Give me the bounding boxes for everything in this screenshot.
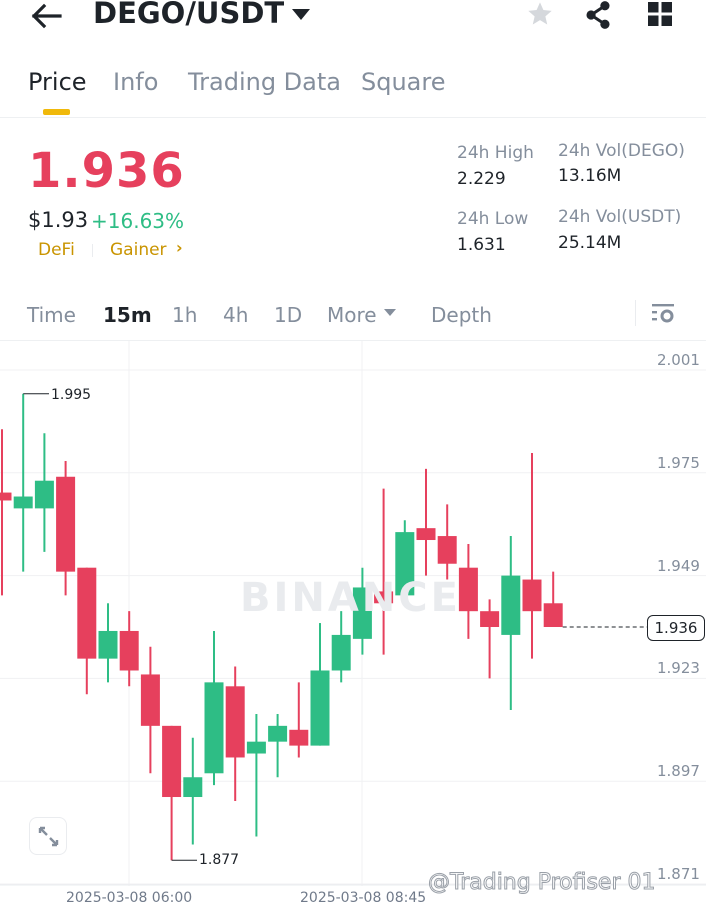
- tag-separator: [92, 244, 93, 257]
- interval-bar: Time 15m 1h 4h 1D More Depth: [0, 292, 706, 340]
- interval-1h[interactable]: 1h: [172, 303, 198, 327]
- vol-base-value: 13.16M: [558, 166, 622, 186]
- active-tab-indicator: [43, 109, 70, 115]
- chart-canvas[interactable]: [0, 341, 706, 886]
- y-axis-label: 1.975: [657, 453, 700, 472]
- grid-icon[interactable]: [648, 2, 672, 26]
- expand-button[interactable]: [29, 817, 67, 855]
- change-percent: +16.63%: [91, 209, 185, 233]
- low-label: 24h Low: [457, 209, 529, 229]
- interval-time[interactable]: Time: [27, 303, 76, 327]
- high-label: 24h High: [457, 143, 534, 163]
- caret-down-icon[interactable]: [292, 9, 310, 20]
- chevron-right-icon[interactable]: ›: [176, 238, 183, 257]
- candlestick-chart[interactable]: BINANCE 2.001 1.975 1.949 1.923 1.897 1.871 1…: [0, 341, 706, 886]
- interval-1d[interactable]: 1D: [274, 303, 303, 327]
- share-icon[interactable]: [584, 0, 612, 30]
- tab-trading-data[interactable]: Trading Data: [188, 68, 341, 96]
- interval-15m[interactable]: 15m: [103, 303, 152, 327]
- last-price-marker: 1.936: [647, 615, 705, 641]
- watermark-text: @Trading Profiser 01: [428, 870, 656, 896]
- x-axis-label: 2025-03-08 06:00: [66, 890, 193, 906]
- divider: [0, 340, 706, 341]
- top-bar: DEGO/USDT: [0, 0, 706, 40]
- divider: [635, 300, 636, 326]
- high-marker-label: 1.995: [51, 387, 92, 403]
- usd-price: $1.93: [28, 208, 89, 232]
- page-tabs: Price Info Trading Data Square: [0, 62, 706, 118]
- last-price: 1.936: [28, 143, 185, 199]
- chart-settings-icon[interactable]: [650, 301, 676, 327]
- y-axis-label: 1.949: [657, 556, 700, 575]
- y-axis-label: 1.871: [657, 865, 700, 883]
- y-axis-label: 1.923: [657, 659, 700, 678]
- y-axis-label: 2.001: [657, 351, 700, 369]
- high-value: 2.229: [457, 169, 506, 189]
- tag-gainer[interactable]: Gainer: [110, 240, 167, 260]
- tab-info[interactable]: Info: [113, 68, 159, 96]
- interval-more[interactable]: More: [327, 303, 377, 327]
- binance-watermark: BINANCE: [240, 575, 461, 621]
- x-axis-label: 2025-03-08 08:45: [300, 890, 427, 906]
- expand-icon: [38, 826, 59, 847]
- divider: [0, 117, 706, 118]
- user-watermark: @Trading Profiser 01: [428, 870, 656, 896]
- vol-base-label: 24h Vol(DEGO): [558, 141, 685, 161]
- vol-quote-label: 24h Vol(USDT): [558, 207, 682, 227]
- low-marker-label: 1.877: [199, 852, 240, 868]
- pair-title[interactable]: DEGO/USDT: [93, 0, 285, 30]
- tab-square[interactable]: Square: [361, 68, 446, 96]
- interval-depth[interactable]: Depth: [431, 303, 492, 327]
- interval-4h[interactable]: 4h: [223, 303, 249, 327]
- arrow-left-icon[interactable]: [30, 2, 64, 30]
- star-icon[interactable]: [526, 0, 554, 28]
- y-axis-label: 1.897: [657, 762, 700, 781]
- caret-down-icon[interactable]: [384, 309, 396, 316]
- watermark-text: BINANCE: [240, 575, 461, 621]
- low-value: 1.631: [457, 235, 506, 255]
- tag-defi[interactable]: DeFi: [38, 240, 75, 260]
- vol-quote-value: 25.14M: [558, 233, 622, 253]
- tab-price[interactable]: Price: [28, 68, 87, 96]
